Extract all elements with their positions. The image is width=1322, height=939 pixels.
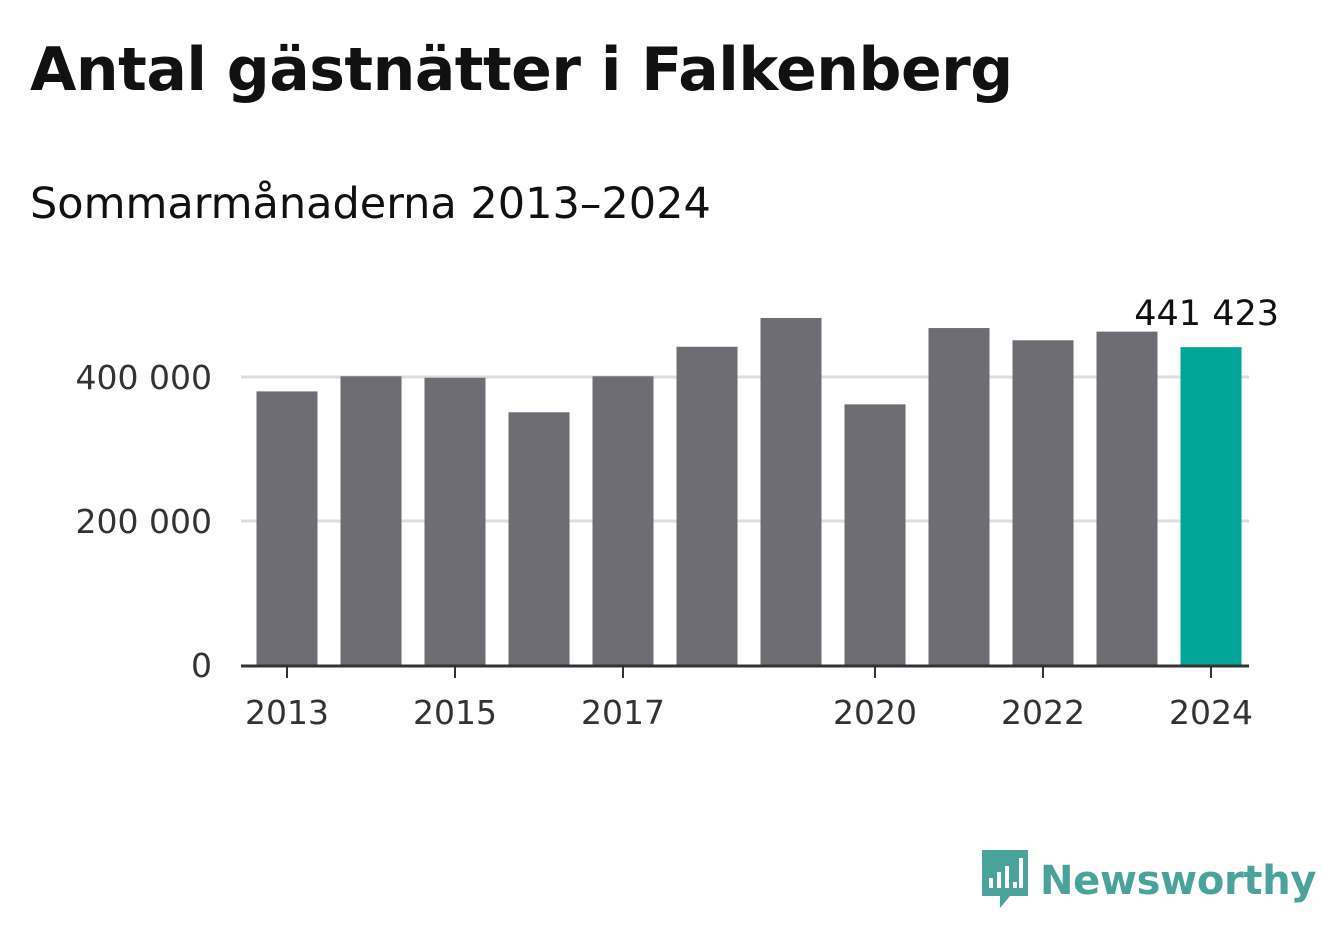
gridlines [241,375,1249,523]
x-tick-label: 2015 [413,693,497,732]
brand-name: Newsworthy [1040,858,1317,904]
bar-2023 [1096,331,1158,665]
bar-2017 [592,376,654,665]
bar-2022 [1012,340,1074,665]
bar-chart: 0 200 000 400 000 2013 2015 2017 2020 2022 2024 4… [76,294,1279,732]
bar-2018 [676,346,738,665]
labels: 0 200 000 400 000 2013 2015 2017 2020 2022 2024 4… [76,294,1279,732]
bar-chart-speech-bubble-icon [980,848,1030,914]
x-tick-label: 2013 [245,693,329,732]
bar-2019 [760,317,822,665]
y-tick-label: 400 000 [76,358,212,397]
chart-subtitle: Sommarmånaderna 2013–2024 [30,179,711,229]
bar-2021 [928,328,990,665]
x-tick-label: 2024 [1169,693,1253,732]
value-label: 441 423 [1134,294,1279,334]
y-tick-label: 0 [191,646,212,685]
bar-2016 [508,412,570,665]
x-tick-label: 2022 [1001,693,1085,732]
x-tick-label: 2020 [833,693,917,732]
newsworthy-brand[interactable]: Newsworthy [980,848,1317,914]
x-tick-label: 2017 [581,693,665,732]
y-tick-label: 200 000 [76,502,212,541]
bars [256,317,1242,665]
bar-2014 [340,376,402,665]
bar-2024 [1180,347,1242,665]
bar-2020 [844,404,906,665]
bar-2013 [256,391,318,665]
chart-title: Antal gästnätter i Falkenberg [30,35,1013,105]
x-axis [241,664,1249,678]
bar-2015 [424,377,486,665]
